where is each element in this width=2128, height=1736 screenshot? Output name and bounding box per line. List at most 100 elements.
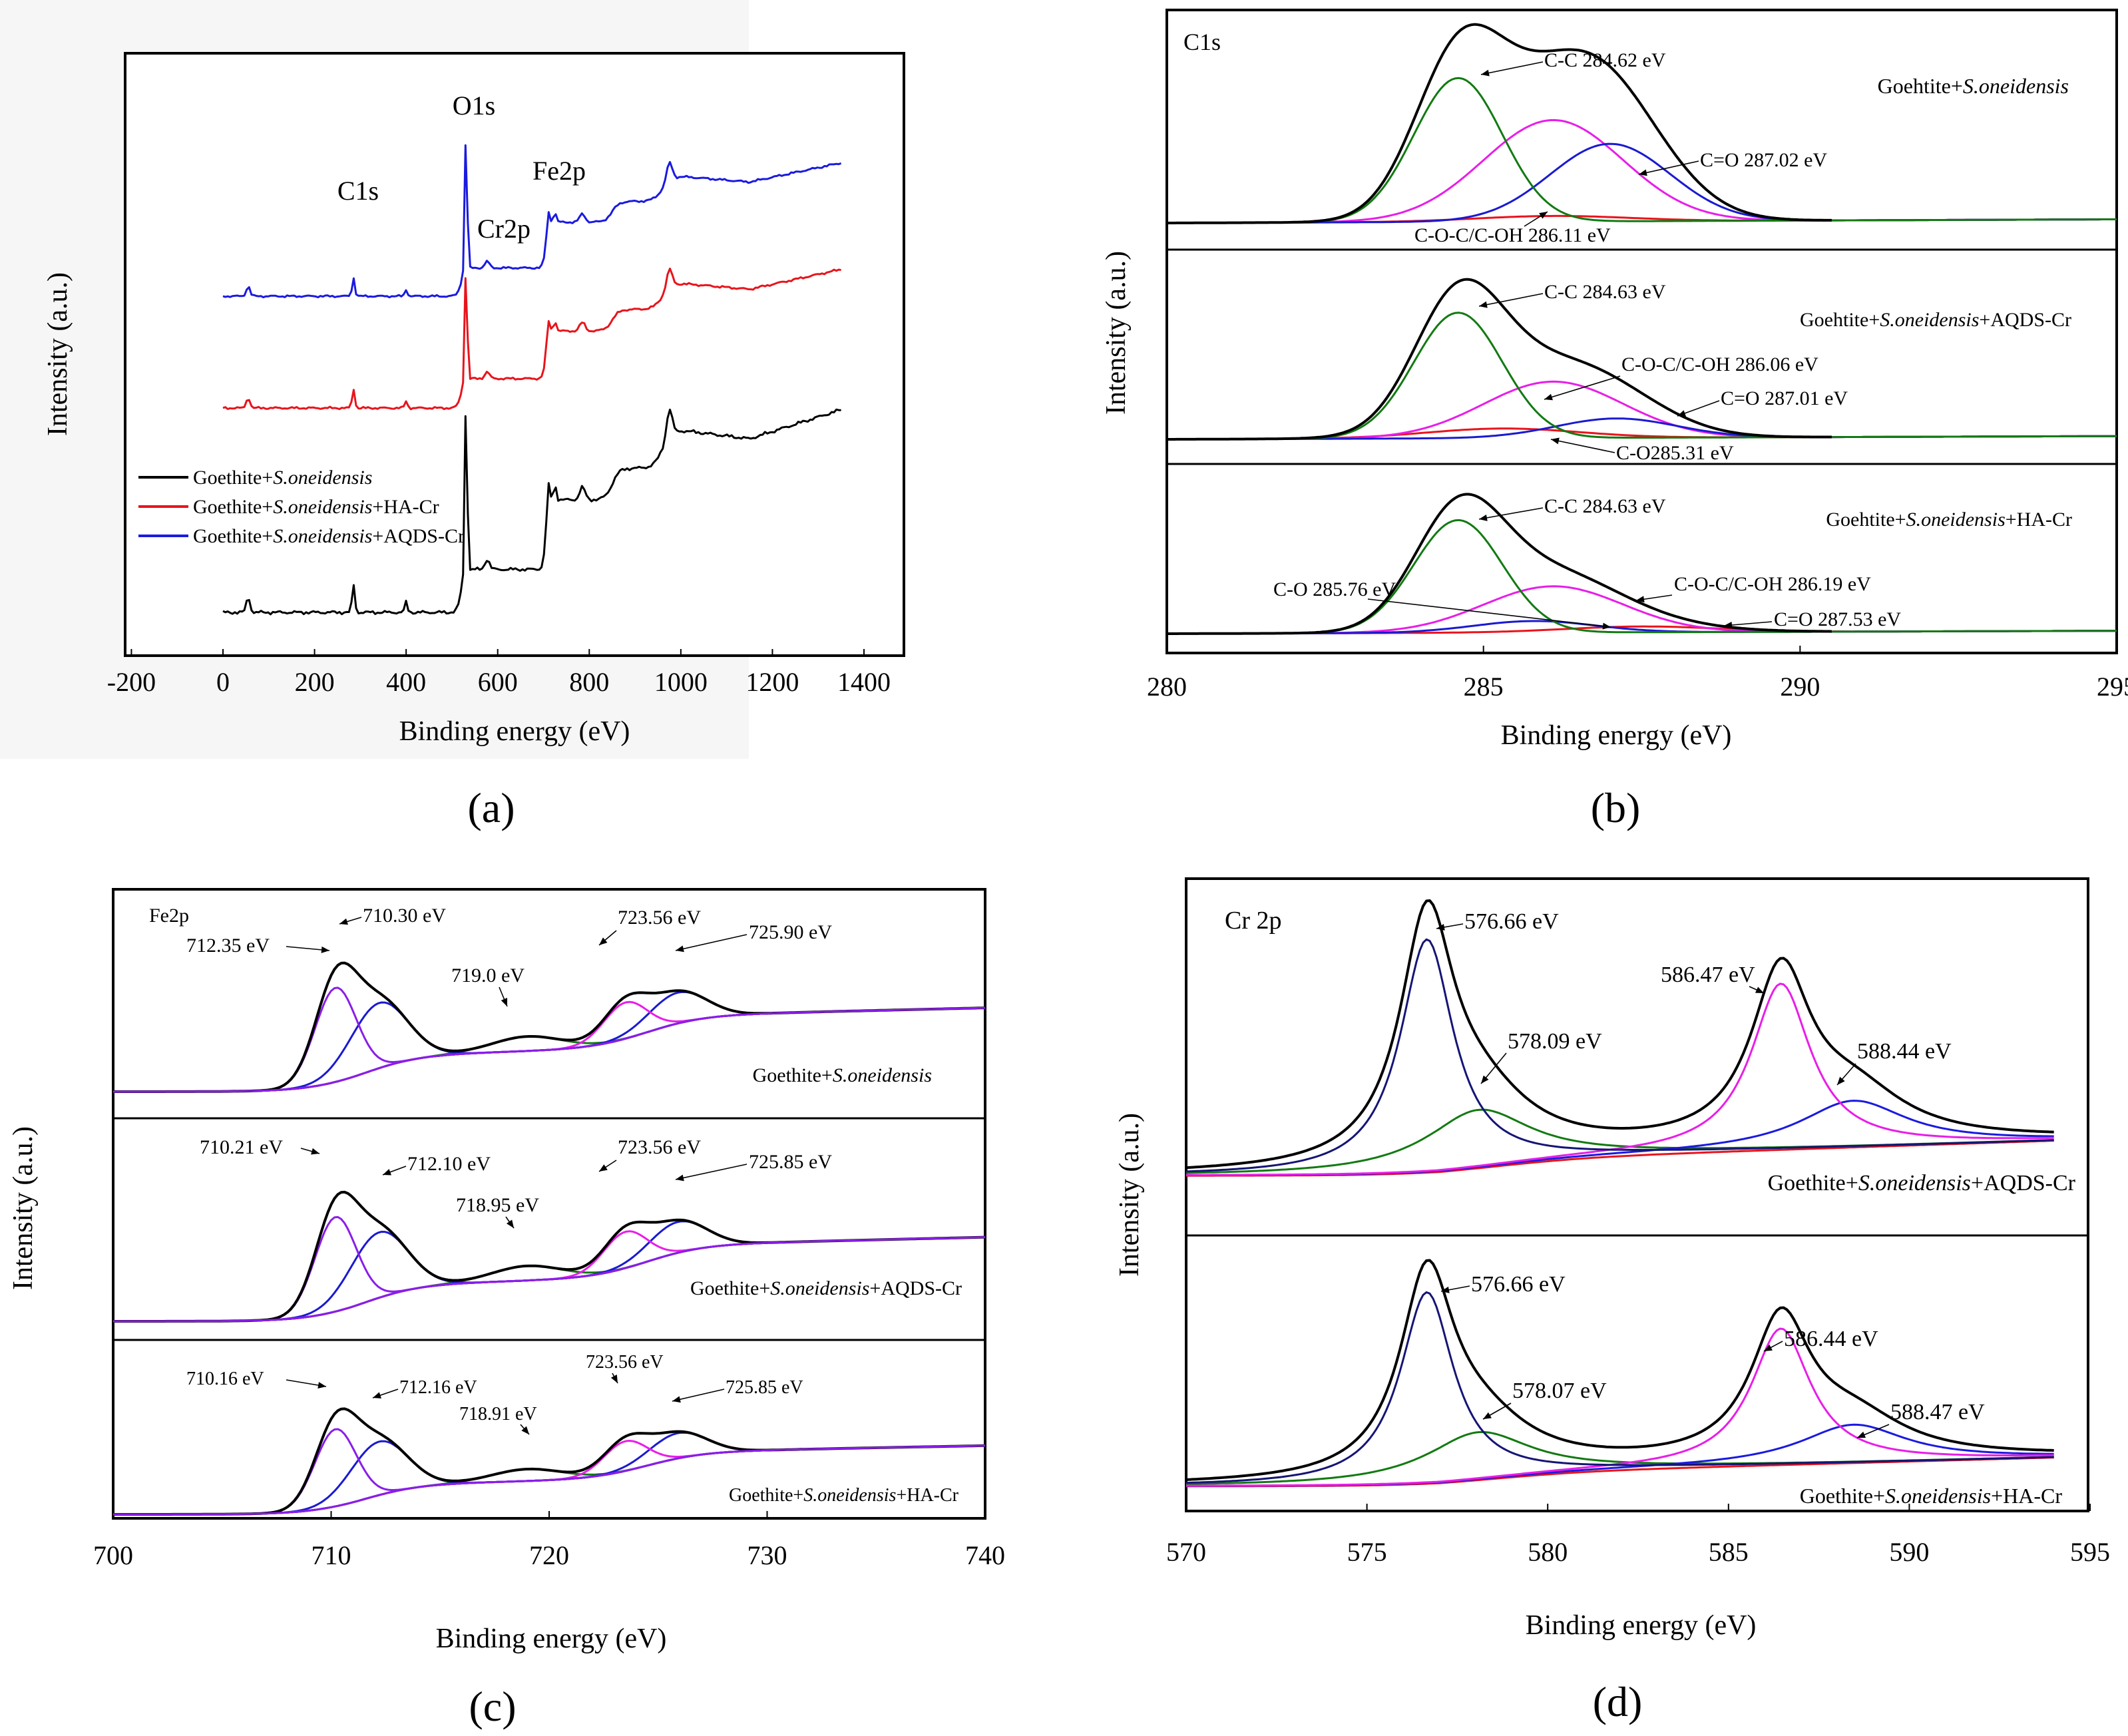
panel-a-x-tick-label: 400 [386,667,426,697]
panel-c-baseline [113,1236,986,1323]
panel-c-annotation: 718.95 eV [456,1194,539,1216]
panel-c-annotation-arrow-head [321,946,329,953]
panel-d-caption: (d) [1593,1678,1643,1725]
panel-c-annotation: 725.90 eV [749,921,832,943]
panel-b-fit-magenta [1167,118,2117,224]
panel-b-annotation-arrow-head [1479,301,1488,308]
panel-b-annotation-arrow-head [1639,169,1647,176]
panel-b-sample-label: Goehtite+S.oneidensis+AQDS-Cr [1800,309,2071,331]
panel-a-legend-entry: Goethite+S.oneidensis+AQDS-Cr [193,525,465,547]
panel-a-x-tick-label: 1000 [654,667,708,697]
panel-d-sample-label: Goethite+S.oneidensis+HA-Cr [1800,1484,2063,1508]
panel-a-peak-label-fe2p: Fe2p [532,156,586,186]
panel-d-envelope [1185,1259,2054,1481]
panel-d-x-tick-label: 580 [1528,1537,1568,1567]
panel-d-annotation-arrow-head [1441,1286,1450,1293]
panel-c-annotation: 725.85 eV [749,1151,832,1173]
panel-d-annotation: 588.47 eV [1890,1400,1985,1424]
panel-a-x-axis-label: Binding energy (eV) [399,716,630,747]
panel-c-annotation-arrow-head [311,1148,319,1155]
panel-c-annotation: 725.85 eV [726,1377,803,1398]
panel-d-x-tick-label: 575 [1347,1537,1387,1567]
panel-b-annotation: C=O 287.02 eV [1700,149,1827,171]
panel-c-plot-frame [112,888,986,1520]
panel-b-annotation-arrow-head [1602,622,1611,630]
panel-a-spectrum-red [222,268,841,411]
panel-c-annotation: 710.16 eV [186,1369,264,1389]
panel-c-annotation-arrow-head [506,1219,514,1228]
panel-d-plot-frame [1185,877,2089,1512]
panel-b-annotation: C=O 287.53 eV [1774,608,1901,630]
panel-b-annotation: C-C 284.62 eV [1544,49,1666,71]
panel-b-x-tick-label: 295 [2097,672,2128,702]
panel-b-x-axis-label: Binding energy (eV) [1501,720,1732,751]
panel-c-annotation: 723.56 eV [618,907,701,929]
panel-b-annotation-arrow-head [1544,393,1553,401]
panel-c-fit-violet [113,1215,986,1323]
panel-c-title: Fe2p [149,905,189,927]
panel-c-y-axis-label: Intensity (a.u.) [8,1126,39,1290]
panel-b-annotation-arrow-head [1539,212,1548,219]
panel-c-annotation: 710.30 eV [363,905,446,927]
panel-b-annotation-arrow [1550,439,1615,453]
panel-a-x-tick-label: 1200 [745,667,799,697]
panel-c-x-tick-label: 720 [529,1540,569,1570]
panel-c-sample-label: Goethite+S.oneidensis+AQDS-Cr [690,1277,962,1299]
panel-b-envelope [1167,23,1832,224]
panel-d-annotation-arrow-head [1764,1344,1773,1351]
panel-a-x-tick-label: 1400 [837,667,891,697]
panel-d-title: Cr 2p [1225,907,1282,935]
panel-b-sample-label: Goehtite+S.oneidensis+HA-Cr [1826,509,2072,531]
panel-b-annotation: C-O-C/C-OH 286.19 eV [1674,573,1871,595]
panel-c-annotation-arrow-head [339,918,348,925]
panel-d-fit-green [1186,1108,2054,1174]
panel-c-annotation: 723.56 eV [618,1136,701,1158]
panel-c-annotation-arrow-head [521,1426,529,1434]
panel-d-annotation-arrow-head [1837,1076,1845,1085]
panel-c-annotation-arrow-head [672,1396,681,1403]
panel-c-annotation: 712.10 eV [407,1153,491,1175]
panel-d-annotation: 588.44 eV [1857,1039,1952,1064]
panel-a-peak-label-cr2p: Cr2p [477,214,531,244]
panel-d-annotation: 578.07 eV [1512,1379,1607,1403]
panel-d-fit-green [1185,1430,2054,1485]
panel-b-annotation: C-C 284.63 eV [1544,495,1666,517]
panel-c-annotation-arrow [675,934,747,951]
panel-a-spectrum-blue [222,144,842,299]
panel-a-x-tick-label: -200 [107,667,156,697]
panel-d-y-axis-label: Intensity (a.u.) [1114,1113,1145,1277]
panel-c-baseline [113,1006,986,1093]
panel-a-x-tick-label: 0 [216,667,230,697]
panel-a-peak-label-o1s: O1s [453,91,495,120]
panel-d-annotation: 576.66 eV [1471,1272,1566,1297]
panel-d-annotation-arrow-head [1483,1412,1492,1419]
panel-d-annotation-arrow-head [1436,924,1445,931]
panel-b-fit-blue [1167,142,2117,224]
panel-d-fit-navy [1185,1291,2054,1484]
panel-b-sample-label: Goehtite+S.oneidensis [1878,74,2069,98]
panel-c-annotation-arrow-head [599,1164,608,1172]
panel-d-fit-magenta [1186,982,2054,1176]
panel-c-annotation-arrow-head [373,1392,381,1399]
panel-d-x-axis-label: Binding energy (eV) [1526,1610,1757,1641]
panel-c-annotation-arrow [672,1389,725,1402]
panel-b-annotation-arrow-head [1724,622,1733,628]
panel-d-x-tick-label: 590 [1889,1537,1929,1567]
panel-b-x-tick-label: 290 [1780,672,1820,702]
panel-c-sample-label: Goethite+S.oneidensis [753,1064,932,1086]
panel-c-envelope [113,1190,986,1323]
panel-b-annotation-arrow-head [1677,410,1686,417]
panel-c-fit-blue [113,1231,986,1323]
panel-b-annotation-arrow [1638,160,1699,175]
panel-c-annotation: 710.21 eV [200,1136,283,1158]
panel-d-x-tick-label: 570 [1166,1537,1206,1567]
panel-c-annotation-arrow-head [599,937,608,945]
panel-c-annotation: 719.0 eV [451,965,525,986]
panel-b-annotation: C-O-C/C-OH 286.11 eV [1414,224,1611,246]
panel-b-caption: (b) [1591,784,1641,831]
panel-b-annotation-arrow [1478,507,1544,520]
panel-a-plot-frame [124,52,905,657]
panel-d-annotation: 578.09 eV [1508,1029,1602,1054]
panel-d-annotation: 576.66 eV [1464,909,1559,934]
